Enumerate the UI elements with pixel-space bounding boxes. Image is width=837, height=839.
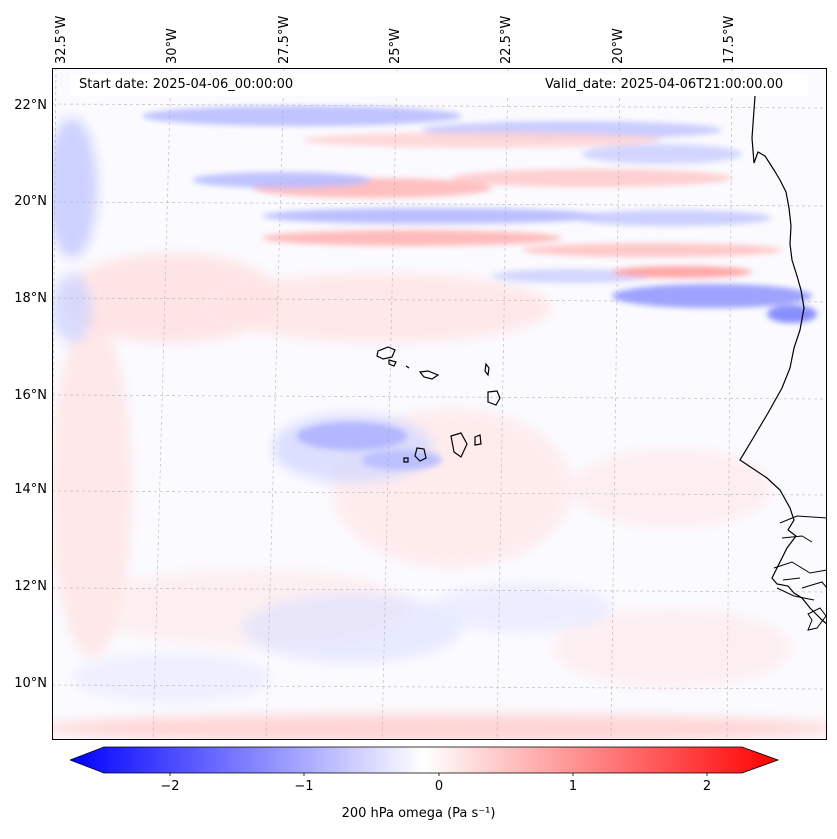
omega-map xyxy=(52,68,827,740)
lat-label-20n: 20°N xyxy=(14,194,47,209)
lat-label-18n: 18°N xyxy=(14,291,47,306)
lat-label-22n: 22°N xyxy=(14,98,47,113)
colorbar-label: 200 hPa omega (Pa s⁻¹) xyxy=(341,806,496,821)
colorbar-ticks xyxy=(169,773,708,776)
lon-label-27-5w: 27.5°W xyxy=(277,15,292,64)
lon-label-30w: 30°W xyxy=(165,28,180,64)
africa-coast-detail xyxy=(773,515,827,631)
lat-label-16n: 16°N xyxy=(14,388,47,403)
colorbar-tick-neg2: −2 xyxy=(160,779,180,794)
lat-label-14n: 14°N xyxy=(14,482,47,497)
lon-label-20w: 20°W xyxy=(611,28,626,64)
lat-label-10n: 10°N xyxy=(14,676,47,691)
colorbar-ramp xyxy=(70,746,780,774)
colorbar-tick-neg1: −1 xyxy=(294,779,314,794)
colorbar-tick-0: 0 xyxy=(434,779,444,794)
africa-coastline xyxy=(739,95,827,625)
colorbar xyxy=(70,746,780,776)
start-date-label: Start date: 2025-04-06_00:00:00 xyxy=(79,77,294,92)
valid-date-label: Valid_date: 2025-04-06T21:00:00.00 xyxy=(545,77,784,92)
omega-field xyxy=(52,118,827,740)
cape-verde-islands xyxy=(376,346,501,463)
colorbar-tick-1: 1 xyxy=(568,779,578,794)
lon-label-22-5w: 22.5°W xyxy=(499,15,514,64)
lon-label-17-5w: 17.5°W xyxy=(722,15,737,64)
header-band xyxy=(70,74,808,96)
lon-label-32-5w: 32.5°W xyxy=(54,15,69,64)
colorbar-tick-2: 2 xyxy=(702,779,712,794)
map-frame xyxy=(52,68,827,740)
lon-label-25w: 25°W xyxy=(388,28,403,64)
lat-label-12n: 12°N xyxy=(14,579,47,594)
omega-bands xyxy=(142,106,817,470)
